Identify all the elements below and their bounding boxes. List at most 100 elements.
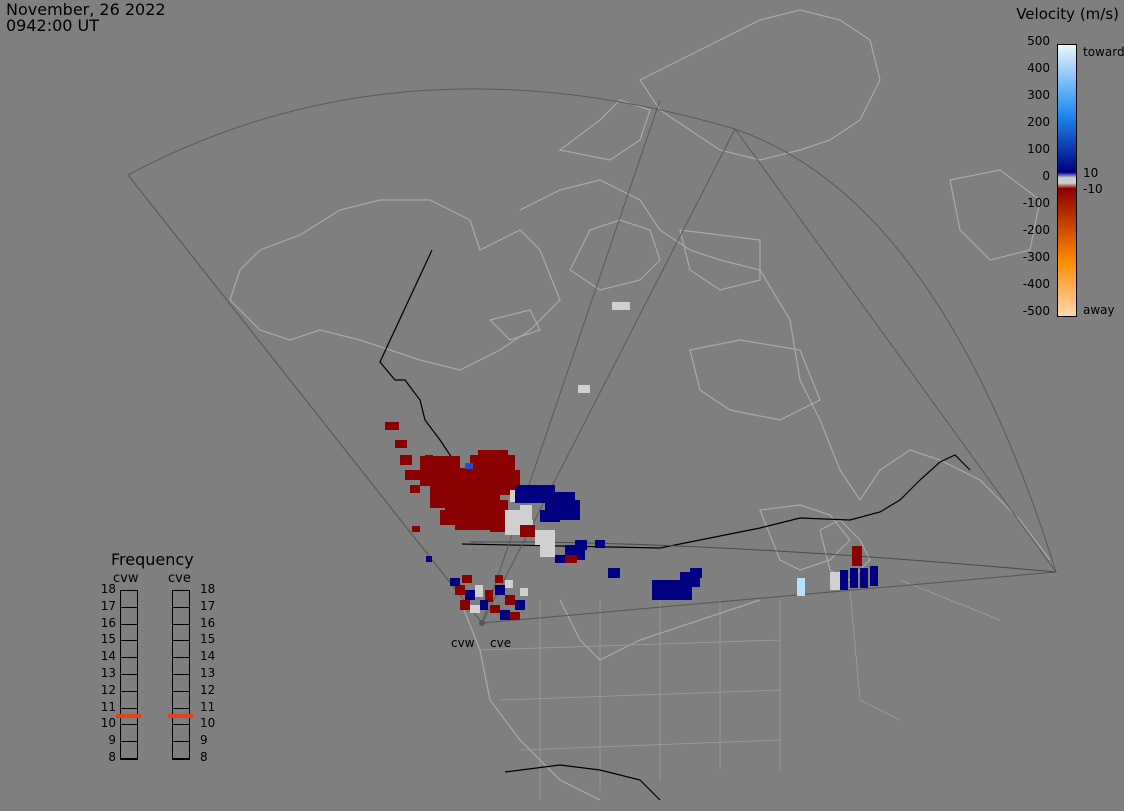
scatter-cell <box>426 556 432 562</box>
scatter-cell <box>515 600 525 610</box>
frequency-level-label: 11 <box>200 699 216 714</box>
frequency-tick <box>120 674 137 675</box>
scatter-cell <box>850 568 858 588</box>
frequency-tick <box>120 657 137 659</box>
velocity-tick-label: -400 <box>1022 277 1050 291</box>
scatter-cell <box>830 572 840 590</box>
frequency-level-label: 13 <box>100 666 116 680</box>
scatter-cell <box>540 510 560 522</box>
velocity-colorbar <box>1057 44 1077 317</box>
velocity-tick-label: 400 <box>1027 61 1050 75</box>
scatter-cell <box>535 530 555 545</box>
frequency-level-label: 10 <box>100 716 116 731</box>
frequency-level-label: 9 <box>108 733 116 748</box>
frequency-level-label: 15 <box>200 632 216 647</box>
velocity-tick-label: 0 <box>1042 169 1050 183</box>
radar-fields-of-view <box>127 88 1057 624</box>
frequency-level-label: 16 <box>100 615 116 630</box>
scatter-cell <box>520 588 528 596</box>
frequency-tick <box>172 741 189 743</box>
scatter-cell <box>797 578 805 596</box>
frequency-tick <box>120 590 137 591</box>
frequency-level-label: 18 <box>100 582 116 596</box>
cvw-frequency-box <box>120 590 138 760</box>
frequency-level-label: 14 <box>100 649 116 664</box>
scatter-cell <box>595 540 605 548</box>
scatter-cell <box>525 520 533 528</box>
scatter-cell <box>478 450 508 468</box>
frequency-tick <box>120 724 137 726</box>
velocity-tick-label: 500 <box>1027 34 1050 48</box>
time-label: 0942:00 UT <box>6 16 100 35</box>
scatter-cell <box>480 600 488 610</box>
frequency-tick <box>120 758 137 759</box>
velocity-tick-label: 100 <box>1027 142 1050 156</box>
frequency-tick <box>172 640 189 642</box>
scatter-cell <box>462 575 472 583</box>
scatter-cell <box>690 568 702 578</box>
timestamp: November, 26 2022 0942:00 UT <box>6 2 166 34</box>
scatter-cell <box>870 566 878 586</box>
scatter-cell <box>840 570 848 590</box>
velocity-tick-label: 300 <box>1027 88 1050 102</box>
frequency-tick <box>120 707 137 709</box>
frequency-tick <box>172 707 189 709</box>
frequency-level-label: 12 <box>200 682 216 697</box>
minus-ten-label: -10 <box>1083 182 1103 196</box>
velocity-tick-label: -300 <box>1022 250 1050 264</box>
scatter-cells <box>385 302 878 620</box>
frequency-level-label: 18 <box>200 582 216 596</box>
scatter-cell <box>495 585 505 595</box>
scatter-cell <box>395 440 407 448</box>
scatter-cell <box>460 600 470 610</box>
country-borders <box>379 249 971 801</box>
scatter-cell <box>852 546 862 566</box>
cvw-frequency-marker <box>116 714 141 718</box>
scatter-cell <box>520 525 535 537</box>
coastlines <box>229 9 1051 801</box>
radar-site-marker <box>479 620 485 626</box>
frequency-level-label: 12 <box>100 682 116 697</box>
frequency-level-label: 8 <box>108 750 116 764</box>
scatter-cell <box>540 545 555 557</box>
cve-frequency-box <box>172 590 190 760</box>
plus-ten-label: 10 <box>1083 166 1099 180</box>
scatter-cell <box>505 510 520 535</box>
scatter-cell <box>500 610 510 620</box>
frequency-level-label: 17 <box>200 598 216 613</box>
frequency-tick <box>172 674 189 675</box>
scatter-cell <box>465 463 473 469</box>
scatter-cell <box>450 578 460 586</box>
frequency-level-label: 14 <box>200 649 216 664</box>
scatter-cell <box>505 595 515 605</box>
scatter-cell <box>565 555 577 563</box>
frequency-level-label: 11 <box>100 699 116 714</box>
cve-frequency-marker <box>168 714 193 718</box>
frequency-title: Frequency <box>111 550 194 569</box>
radar-label-cvw: cvw <box>451 636 475 650</box>
frequency-tick <box>120 690 137 692</box>
frequency-tick <box>120 741 137 743</box>
frequency-level-label: 9 <box>200 733 208 748</box>
scatter-cell <box>490 605 500 613</box>
state-borders <box>479 579 1001 800</box>
frequency-tick <box>172 724 189 726</box>
frequency-tick <box>172 606 189 608</box>
frequency-level-label: 10 <box>200 716 216 731</box>
scatter-cell <box>465 590 475 600</box>
scatter-cell <box>475 585 483 597</box>
scatter-cell <box>405 470 420 480</box>
frequency-level-label: 13 <box>200 666 216 680</box>
scatter-cell <box>455 585 465 595</box>
scatter-cell <box>470 605 480 613</box>
date-label: November, 26 2022 <box>6 0 166 19</box>
frequency-tick <box>172 623 189 625</box>
scatter-cell <box>510 612 520 620</box>
velocity-legend-title: Velocity (m/s) <box>1016 5 1119 23</box>
scatter-cell <box>860 568 868 588</box>
scatter-cell <box>485 590 493 602</box>
frequency-tick <box>172 758 189 759</box>
radar-label-cve: cve <box>490 636 512 650</box>
scatter-cell <box>425 455 433 463</box>
